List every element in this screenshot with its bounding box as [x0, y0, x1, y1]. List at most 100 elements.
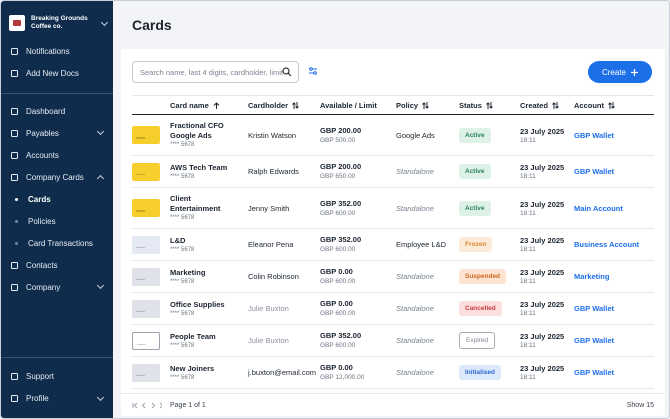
limit: GBP 12,000.00 [320, 374, 365, 381]
status-badge: Active [459, 200, 491, 216]
limit: GBP 600.00 [320, 246, 356, 253]
created-date: 23 July 2025 [520, 332, 565, 341]
policy: Standalone [396, 203, 434, 213]
chevron [96, 393, 105, 402]
limit: GBP 600.00 [320, 310, 356, 317]
card-thumbnail [132, 331, 160, 350]
create-button[interactable]: Create [588, 61, 652, 83]
nav-icon [15, 197, 18, 201]
column-header[interactable]: Created [520, 101, 574, 110]
table-header: Card name Cardholder Available / Limit Poli… [132, 95, 654, 115]
nav-label: Payables [26, 128, 59, 138]
cardholder: Julie Buxton [248, 336, 289, 345]
account-link[interactable]: GBP Wallet [574, 368, 615, 377]
nav-item[interactable]: Policies [1, 210, 113, 232]
card-cell [132, 299, 170, 318]
nav-item[interactable]: Support [1, 365, 113, 387]
limit: GBP 600.00 [320, 342, 356, 349]
column-header[interactable]: Account [574, 101, 654, 110]
balance-cell: GBP 0.00 GBP 600.00 [320, 299, 396, 318]
column-header[interactable]: Policy [396, 101, 459, 110]
card-cell [132, 331, 170, 350]
column-header[interactable]: Card name [170, 101, 248, 110]
available: GBP 0.00 [320, 363, 353, 372]
card-name: Office Supplies [170, 299, 225, 309]
column-label: Status [459, 100, 482, 110]
nav-icon [11, 173, 18, 181]
card-name: New Joiners [170, 363, 215, 373]
balance-cell: GBP 352.00 GBP 600.00 [320, 199, 396, 218]
card-name: L&D [170, 235, 186, 245]
sort-icon [552, 101, 559, 109]
nav-label: Accounts [26, 150, 59, 160]
column-label: Card name [170, 100, 209, 110]
account-link[interactable]: Marketing [574, 272, 610, 281]
card-name: Marketing [170, 267, 206, 277]
card-thumbnail [132, 267, 160, 286]
status-cell: Expired [459, 332, 520, 349]
card-name-cell: Marketing **** 5678 [170, 268, 248, 286]
card-row[interactable]: Fractional CFO Google Ads **** 5678 Kristi… [132, 115, 654, 156]
nav-icon [15, 241, 18, 245]
column-header: Available / Limit [320, 101, 396, 110]
nav-item[interactable]: Contacts [1, 254, 113, 276]
card-name: Client Entertainment [170, 194, 221, 213]
card-row[interactable]: Client Entertainment **** 5678 Jenny Smith… [132, 188, 654, 229]
account-link[interactable]: GBP Wallet [574, 167, 615, 176]
create-label: Create [601, 67, 626, 77]
nav-icon [11, 69, 18, 77]
card-row[interactable]: Office Supplies **** 5678 Julie Buxton GBP … [132, 293, 654, 325]
card-thumbnail [132, 126, 160, 144]
card-row[interactable]: People Team **** 5678 Julie Buxton GBP 352.… [132, 325, 654, 357]
filter-button[interactable] [308, 66, 318, 76]
nav-item[interactable]: Payables [1, 122, 113, 144]
balance-cell: GBP 352.00 GBP 600.00 [320, 331, 396, 350]
account-link[interactable]: GBP Wallet [574, 304, 615, 313]
cardholder: Jenny Smith [248, 203, 290, 213]
created-cell: 23 July 2025 18:11 [520, 268, 574, 285]
column-label: Policy [396, 100, 419, 110]
account-link[interactable]: GBP Wallet [574, 336, 615, 345]
status-cell: Initialised [459, 365, 520, 380]
nav-label: Support [26, 371, 55, 381]
available: GBP 200.00 [320, 162, 362, 171]
card-row[interactable]: New Joiners **** 5678 j.buxton@email.com GB… [132, 357, 654, 389]
cards-panel: Search name, last 4 digits, cardholder, … [121, 49, 665, 416]
account-link[interactable]: GBP Wallet [574, 130, 615, 140]
created-cell: 23 July 2025 18:11 [520, 127, 574, 144]
nav-item[interactable]: Company Cards [1, 166, 113, 188]
card-row[interactable]: Marketing **** 5678 Colin Robinson GBP 0.00… [132, 261, 654, 293]
nav-item[interactable]: Notifications [1, 40, 113, 62]
page-size[interactable]: Show 15 [626, 401, 654, 409]
nav-item[interactable]: Add New Docs [1, 62, 113, 84]
policy: Standalone [396, 167, 434, 176]
card-row[interactable]: L&D **** 5678 Eleanor Pena GBP 352.00 GBP 60… [132, 229, 654, 261]
card-number: **** 5678 [170, 173, 195, 180]
created-cell: 23 July 2025 18:11 [520, 236, 574, 253]
column-header[interactable]: Status [459, 101, 520, 110]
org-switcher[interactable]: Breaking Grounds Coffee co. [9, 15, 109, 31]
nav-item[interactable]: Profile [1, 387, 113, 409]
nav-label: Dashboard [26, 106, 66, 116]
nav-icon [11, 394, 18, 402]
created-time: 18:11 [520, 374, 536, 381]
nav-icon [11, 372, 18, 380]
account-link[interactable]: Main Account [574, 203, 623, 213]
column-header[interactable]: Cardholder [248, 101, 320, 110]
nav-label: Profile [26, 393, 49, 403]
sort-icon [486, 101, 493, 109]
nav-item[interactable]: Card Transactions [1, 232, 113, 254]
nav-item[interactable]: Dashboard [1, 100, 113, 122]
nav-item[interactable]: Company [1, 276, 113, 298]
nav-item[interactable]: Cards [1, 188, 113, 210]
balance-cell: GBP 200.00 GBP 650.00 [320, 162, 396, 181]
cardholder: j.buxton@email.com [248, 368, 317, 377]
card-row[interactable]: AWS Tech Team **** 5678 Ralph Edwards GBP 2… [132, 156, 654, 188]
nav-label: Add New Docs [26, 68, 79, 78]
account-link[interactable]: Business Account [574, 240, 640, 249]
search-input[interactable]: Search name, last 4 digits, cardholder, … [132, 61, 299, 83]
nav-item[interactable]: Accounts [1, 144, 113, 166]
status-badge: Initialised [459, 365, 501, 380]
created-date: 23 July 2025 [520, 268, 565, 277]
cardholder: Julie Buxton [248, 304, 289, 313]
